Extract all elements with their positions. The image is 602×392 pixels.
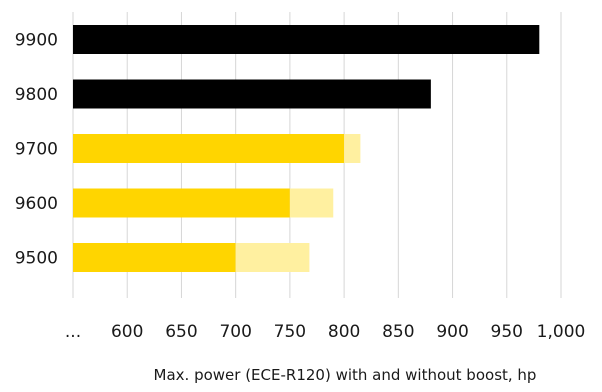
bar-segment-boost — [344, 134, 361, 163]
x-tick-label: 1,000 — [537, 322, 586, 342]
y-axis-labels: 9900 9800 9700 9600 9500 — [15, 31, 58, 269]
bar-segment-base — [73, 79, 431, 109]
y-category-label: 9600 — [15, 194, 58, 214]
y-category-label: 9500 — [15, 249, 58, 269]
bar-segment-boost — [289, 188, 334, 218]
y-category-label: 9700 — [15, 140, 58, 160]
x-tick-label: 800 — [328, 322, 360, 342]
x-tick-label: 850 — [382, 322, 414, 342]
y-category-label: 9900 — [15, 31, 58, 51]
x-tick-label: 600 — [111, 322, 143, 342]
bar-segment-boost — [235, 243, 310, 272]
x-tick-label: 950 — [491, 322, 523, 342]
x-tick-label: 900 — [436, 322, 468, 342]
x-tick-label: ... — [65, 322, 81, 342]
bar-segment-base — [73, 25, 540, 54]
x-axis-title: Max. power (ECE-R120) with and without b… — [154, 366, 537, 384]
bar-segment-base — [73, 134, 345, 163]
x-tick-label: 750 — [274, 322, 306, 342]
x-axis-labels: ... 600 650 700 750 800 850 900 950 1,000 — [65, 322, 585, 342]
bar-segment-base — [73, 243, 236, 272]
y-category-label: 9800 — [15, 85, 58, 105]
bar-layer — [73, 25, 540, 272]
x-tick-label: 650 — [165, 322, 197, 342]
bar-segment-base — [73, 188, 290, 218]
x-tick-label: 700 — [219, 322, 251, 342]
